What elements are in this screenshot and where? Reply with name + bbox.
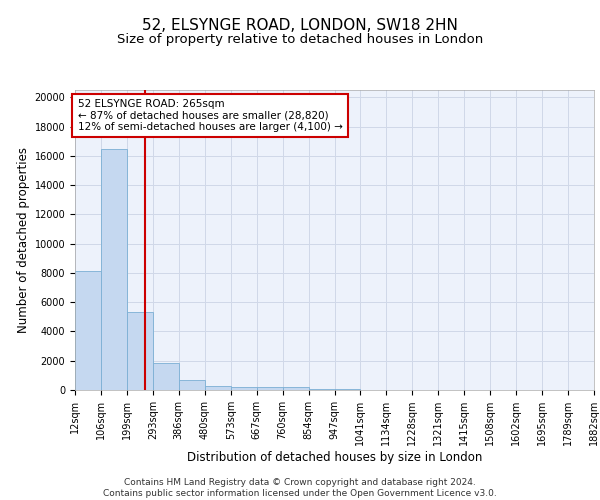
Bar <box>179 380 205 390</box>
Bar <box>283 388 308 390</box>
X-axis label: Distribution of detached houses by size in London: Distribution of detached houses by size … <box>187 451 482 464</box>
Bar <box>127 312 153 390</box>
Bar <box>308 388 335 390</box>
Bar <box>205 386 230 390</box>
Text: 52, ELSYNGE ROAD, LONDON, SW18 2HN: 52, ELSYNGE ROAD, LONDON, SW18 2HN <box>142 18 458 32</box>
Text: Contains HM Land Registry data © Crown copyright and database right 2024.
Contai: Contains HM Land Registry data © Crown c… <box>103 478 497 498</box>
Bar <box>257 387 283 390</box>
Text: 52 ELSYNGE ROAD: 265sqm
← 87% of detached houses are smaller (28,820)
12% of sem: 52 ELSYNGE ROAD: 265sqm ← 87% of detache… <box>77 99 343 132</box>
Bar <box>75 272 101 390</box>
Y-axis label: Number of detached properties: Number of detached properties <box>17 147 31 333</box>
Text: Size of property relative to detached houses in London: Size of property relative to detached ho… <box>117 32 483 46</box>
Bar <box>101 148 127 390</box>
Bar <box>231 386 257 390</box>
Bar <box>153 363 179 390</box>
